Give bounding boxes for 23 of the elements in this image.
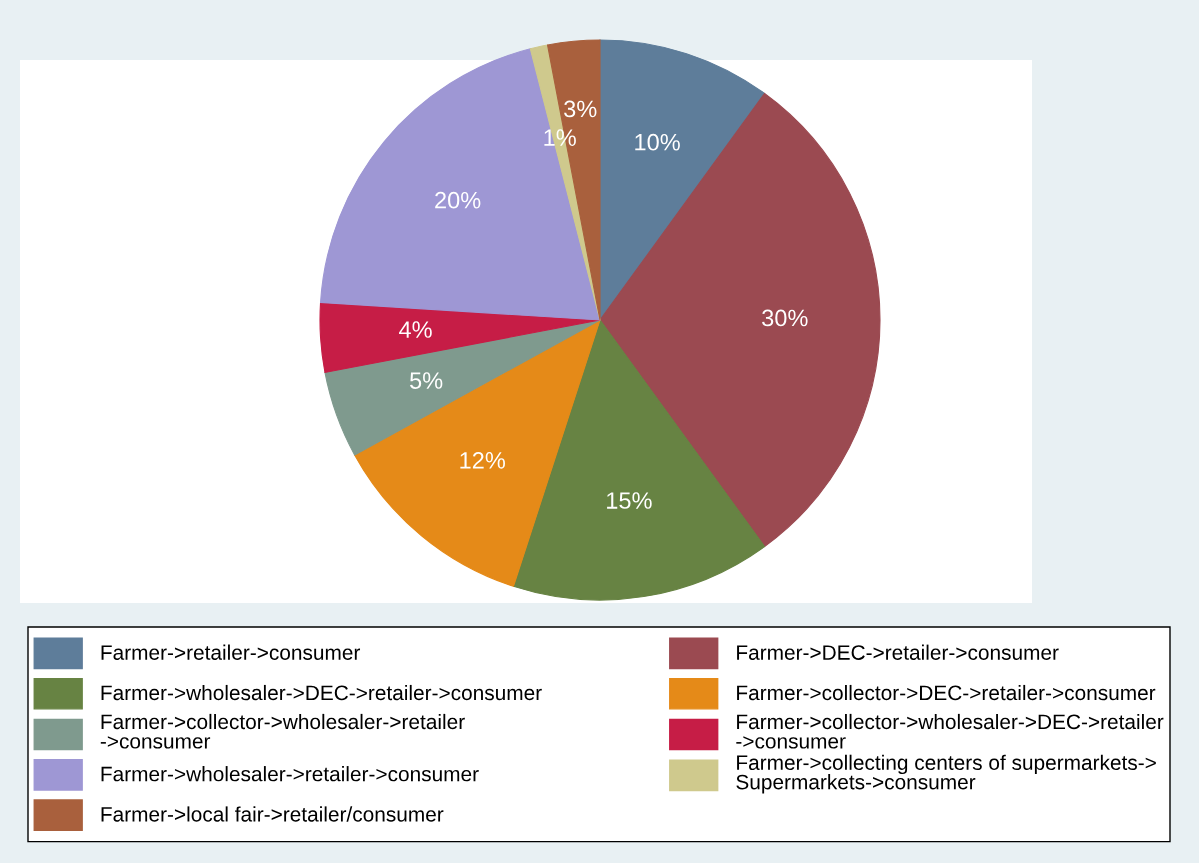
- pie-slice: [354, 319, 601, 587]
- data-label: 15%: [607, 492, 652, 509]
- data-label: 20%: [435, 191, 481, 209]
- legend-label: Farmer->collector->wholesaler->retailer ->consumer: [100, 713, 465, 749]
- data-label: 10%: [635, 133, 680, 151]
- data-label: 3%: [564, 100, 597, 118]
- legend-label: Farmer->wholesaler->retailer->consumer: [101, 766, 479, 782]
- pie-slice: [599, 92, 881, 548]
- legend-label: Farmer->collecting centers of supermarkets-> Supermarkets->consumer: [736, 754, 1156, 794]
- data-label: 1%: [544, 129, 576, 146]
- pie-slice: [546, 39, 601, 321]
- legend-label: Farmer->retailer->consumer: [101, 644, 361, 660]
- data-label: 5%: [410, 372, 443, 389]
- legend-label: Farmer->local fair->retailer/consumer: [101, 806, 444, 822]
- data-label: 30%: [762, 309, 808, 327]
- data-label: 4%: [399, 321, 432, 338]
- data-label: 12%: [460, 452, 505, 469]
- legend-label: Farmer->DEC->retailer->consumer: [737, 644, 1059, 660]
- pie-slice: [319, 48, 601, 321]
- legend-label: Farmer->collector->DEC->retailer->consumer: [737, 684, 1156, 701]
- pie-slice: [319, 301, 601, 374]
- legend-label: Farmer->wholesaler->DEC->retailer->consumer: [101, 684, 542, 701]
- legend-label: Farmer->collector->wholesaler->DEC->retailer ->consumer: [736, 713, 1164, 749]
